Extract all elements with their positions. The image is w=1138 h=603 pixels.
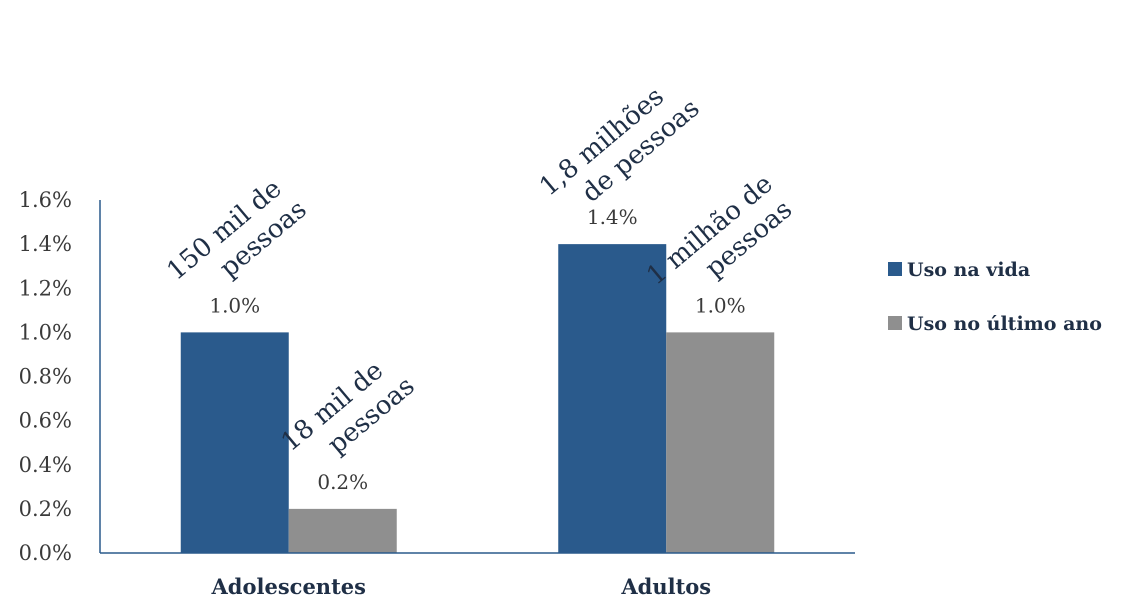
x-axis: Adolescentes Adultos bbox=[100, 552, 855, 599]
bar-value-label: 1.0% bbox=[209, 293, 260, 317]
legend-label: Uso na vida bbox=[907, 259, 1030, 281]
data-labels: 1.0% 0.2% 1.4% 1.0% bbox=[209, 205, 745, 494]
bars bbox=[180, 244, 775, 553]
bar bbox=[288, 508, 397, 553]
y-tick-label: 1.0% bbox=[19, 320, 72, 344]
bar-value-label: 1.0% bbox=[695, 293, 746, 317]
y-tick-label: 1.2% bbox=[19, 276, 72, 300]
bar bbox=[180, 332, 289, 553]
category-label: Adultos bbox=[620, 574, 711, 599]
category-label: Adolescentes bbox=[211, 574, 366, 599]
y-tick-label: 1.4% bbox=[19, 232, 72, 256]
y-tick-label: 1.6% bbox=[19, 188, 72, 212]
y-tick-label: 0.6% bbox=[19, 409, 72, 433]
legend-swatch bbox=[888, 316, 902, 330]
y-tick-label: 0.4% bbox=[19, 453, 72, 477]
legend-label: Uso no último ano bbox=[907, 313, 1102, 335]
bar-value-label: 1.4% bbox=[587, 205, 638, 229]
legend-swatch bbox=[888, 262, 902, 276]
y-tick-label: 0.8% bbox=[19, 365, 72, 389]
bar-value-label: 0.2% bbox=[317, 470, 368, 494]
y-tick-label: 0.0% bbox=[19, 541, 72, 565]
y-tick-label: 0.2% bbox=[19, 497, 72, 521]
legend: Uso na vida Uso no último ano bbox=[888, 259, 1102, 335]
bar bbox=[666, 332, 775, 553]
y-axis: 0.0% 0.2% 0.4% 0.6% 0.8% 1.0% 1.2% 1.4% 1.6% bbox=[19, 188, 101, 565]
bar bbox=[558, 244, 667, 553]
